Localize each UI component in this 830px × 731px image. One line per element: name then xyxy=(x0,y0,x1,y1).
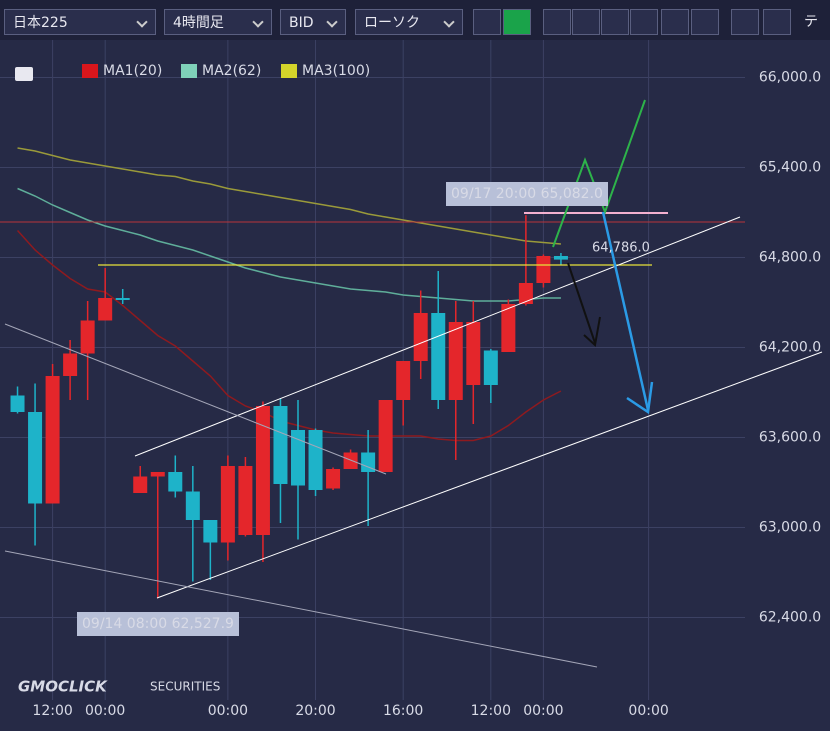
price-type-select[interactable]: BID xyxy=(280,9,346,35)
black-arrowhead xyxy=(583,316,601,347)
candle-body xyxy=(150,472,165,477)
grid xyxy=(0,40,830,731)
candle-body xyxy=(326,469,341,489)
y-tick-label: 65,400.0 xyxy=(759,160,821,176)
candle-body xyxy=(98,298,113,321)
legend-swatch xyxy=(281,64,297,78)
x-tick-label: 00:00 xyxy=(208,703,248,719)
watermark-brand: GMOCLICK xyxy=(18,678,108,696)
candle-body xyxy=(80,320,95,354)
legend-label: MA3(100) xyxy=(302,63,370,79)
x-tick-label: 00:00 xyxy=(628,703,668,719)
x-tick-label: 16:00 xyxy=(383,703,423,719)
annotation-box xyxy=(446,182,608,206)
fibo-retrace-tool[interactable] xyxy=(661,9,689,35)
trendline-tool[interactable] xyxy=(601,9,629,35)
candle-body xyxy=(448,322,463,400)
watermark-suffix: SECURITIES xyxy=(150,680,220,694)
chart: 62,400.0 63,000.0 63,600.0 64,200.0 64,800.0… xyxy=(0,40,830,731)
x-tick-label: 00:00 xyxy=(523,703,563,719)
fibo-fan-tool[interactable] xyxy=(691,9,719,35)
green-path xyxy=(552,99,646,248)
x-tick-label: 20:00 xyxy=(295,703,335,719)
x-tick-label: 12:00 xyxy=(471,703,511,719)
chart-style-select[interactable]: ローソク xyxy=(355,9,463,35)
candle-body xyxy=(45,376,60,504)
labels: 62,400.0 63,000.0 63,600.0 64,200.0 64,800.0… xyxy=(32,63,821,719)
legend-swatch xyxy=(82,64,98,78)
y-tick-label: 63,000.0 xyxy=(759,520,821,536)
candle-body xyxy=(63,353,78,376)
trendline xyxy=(134,216,741,457)
candle-body xyxy=(466,322,481,385)
legend-icon[interactable] xyxy=(15,67,33,81)
candle-body xyxy=(483,350,498,385)
drawings xyxy=(0,99,823,668)
candle-body xyxy=(168,472,183,492)
candle-body xyxy=(185,491,200,520)
ma-line xyxy=(16,229,562,442)
candle-body xyxy=(203,520,218,543)
annotation-box xyxy=(77,612,239,636)
candle-body xyxy=(518,283,533,304)
axis-panel xyxy=(745,40,830,731)
timeframe-select[interactable]: 4時間足 xyxy=(164,9,272,35)
ma-line xyxy=(17,147,562,245)
candle-body xyxy=(238,466,253,535)
eraser-tool[interactable] xyxy=(731,9,759,35)
y-tick-label: 63,600.0 xyxy=(759,430,821,446)
candle-body xyxy=(343,452,358,469)
y-tick-label: 62,400.0 xyxy=(759,610,821,626)
candle-body xyxy=(273,406,288,484)
legend xyxy=(15,67,33,81)
candle-body xyxy=(431,313,446,400)
x-tick-label: 00:00 xyxy=(85,703,125,719)
annotation-label: 09/14 08:00 62,527.9 xyxy=(82,616,234,632)
symbol-select[interactable]: 日本225 xyxy=(4,9,156,35)
legend-swatch xyxy=(181,64,197,78)
annotation-label: 09/17 20:00 65,082.0 xyxy=(451,186,603,202)
marks xyxy=(10,147,568,599)
candle-body xyxy=(361,452,376,472)
candle-body xyxy=(308,430,323,490)
legend-label: MA1(20) xyxy=(103,63,162,79)
candle-body xyxy=(378,400,393,472)
ma-line xyxy=(17,187,561,302)
candle-body xyxy=(255,406,270,535)
candle-body xyxy=(10,395,25,412)
trendline xyxy=(4,323,387,475)
candle-body xyxy=(291,430,305,486)
cut-tab[interactable]: テ xyxy=(804,14,818,30)
trendline xyxy=(4,550,598,668)
candle-body xyxy=(115,298,130,300)
x-tick-label: 12:00 xyxy=(32,703,72,719)
trendline xyxy=(156,351,823,599)
blue-arrow xyxy=(601,211,650,411)
crosshair-tool[interactable] xyxy=(473,9,501,35)
toolbar: 日本225 4時間足 BID ローソク テ xyxy=(0,0,830,40)
y-tick-label: 66,000.0 xyxy=(759,70,821,86)
candle-body xyxy=(396,361,411,400)
candle-body xyxy=(536,256,551,283)
vline-tool[interactable] xyxy=(572,9,600,35)
channel-tool[interactable] xyxy=(630,9,658,35)
hline-tool[interactable] xyxy=(543,9,571,35)
candle-body xyxy=(501,304,516,352)
y-tick-label: 64,200.0 xyxy=(759,340,821,356)
legend-label: MA2(62) xyxy=(202,63,261,79)
erase-all-tool[interactable] xyxy=(763,9,791,35)
candle-body xyxy=(28,412,43,504)
pointer-tool[interactable] xyxy=(503,9,531,35)
candle-body xyxy=(220,466,235,543)
candle-body xyxy=(553,256,568,260)
candle-body xyxy=(133,476,148,493)
current-price-label: 64,786.0 xyxy=(592,241,650,256)
black-arrow xyxy=(567,262,596,344)
blue-arrowhead xyxy=(626,381,654,415)
y-tick-label: 64,800.0 xyxy=(759,250,821,266)
candle-body xyxy=(413,313,428,361)
